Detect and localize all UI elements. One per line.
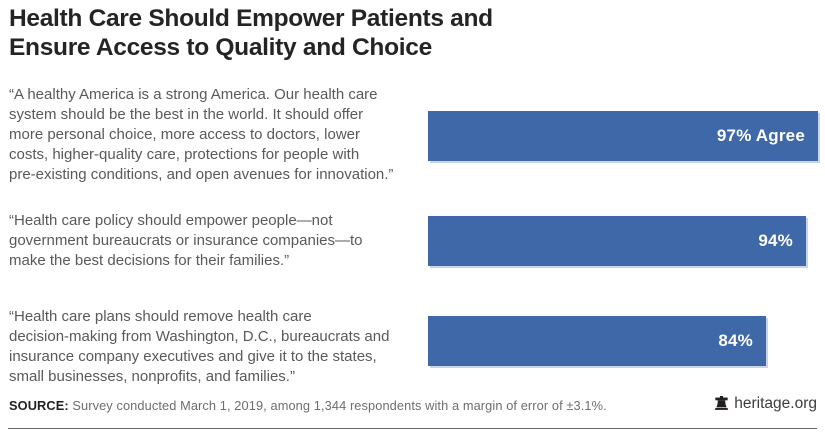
bar-statement-3: 84% [428,316,766,366]
brand-text: heritage.org [734,395,817,412]
quote-statement-3: “Health care plans should remove health … [9,308,390,385]
chart-title-line-2: Ensure Access to Quality and Choice [9,34,432,61]
bar-statement-1: 97% Agree [428,111,818,161]
footer-divider [8,428,817,429]
quote-statement-2: “Health care policy should empower peopl… [9,212,363,269]
liberty-bell-icon [714,396,729,412]
bar-statement-2: 94% [428,216,806,266]
chart-title-line-1: Health Care Should Empower Patients and [9,5,493,32]
bar-value-label-1: 97% Agree [716,126,805,145]
bar-value-label-3: 84% [718,331,753,350]
chart-title: Health Care Should Empower Patients and … [9,4,569,62]
source-note: SOURCE: Survey conducted March 1, 2019, … [9,398,607,413]
source-label: SOURCE: [9,398,69,413]
bar-value-label-2: 94% [758,231,793,250]
brand-lockup: heritage.org [714,395,817,413]
source-text: Survey conducted March 1, 2019, among 1,… [72,398,607,413]
quote-statement-1: “A healthy America is a strong America. … [9,86,394,183]
